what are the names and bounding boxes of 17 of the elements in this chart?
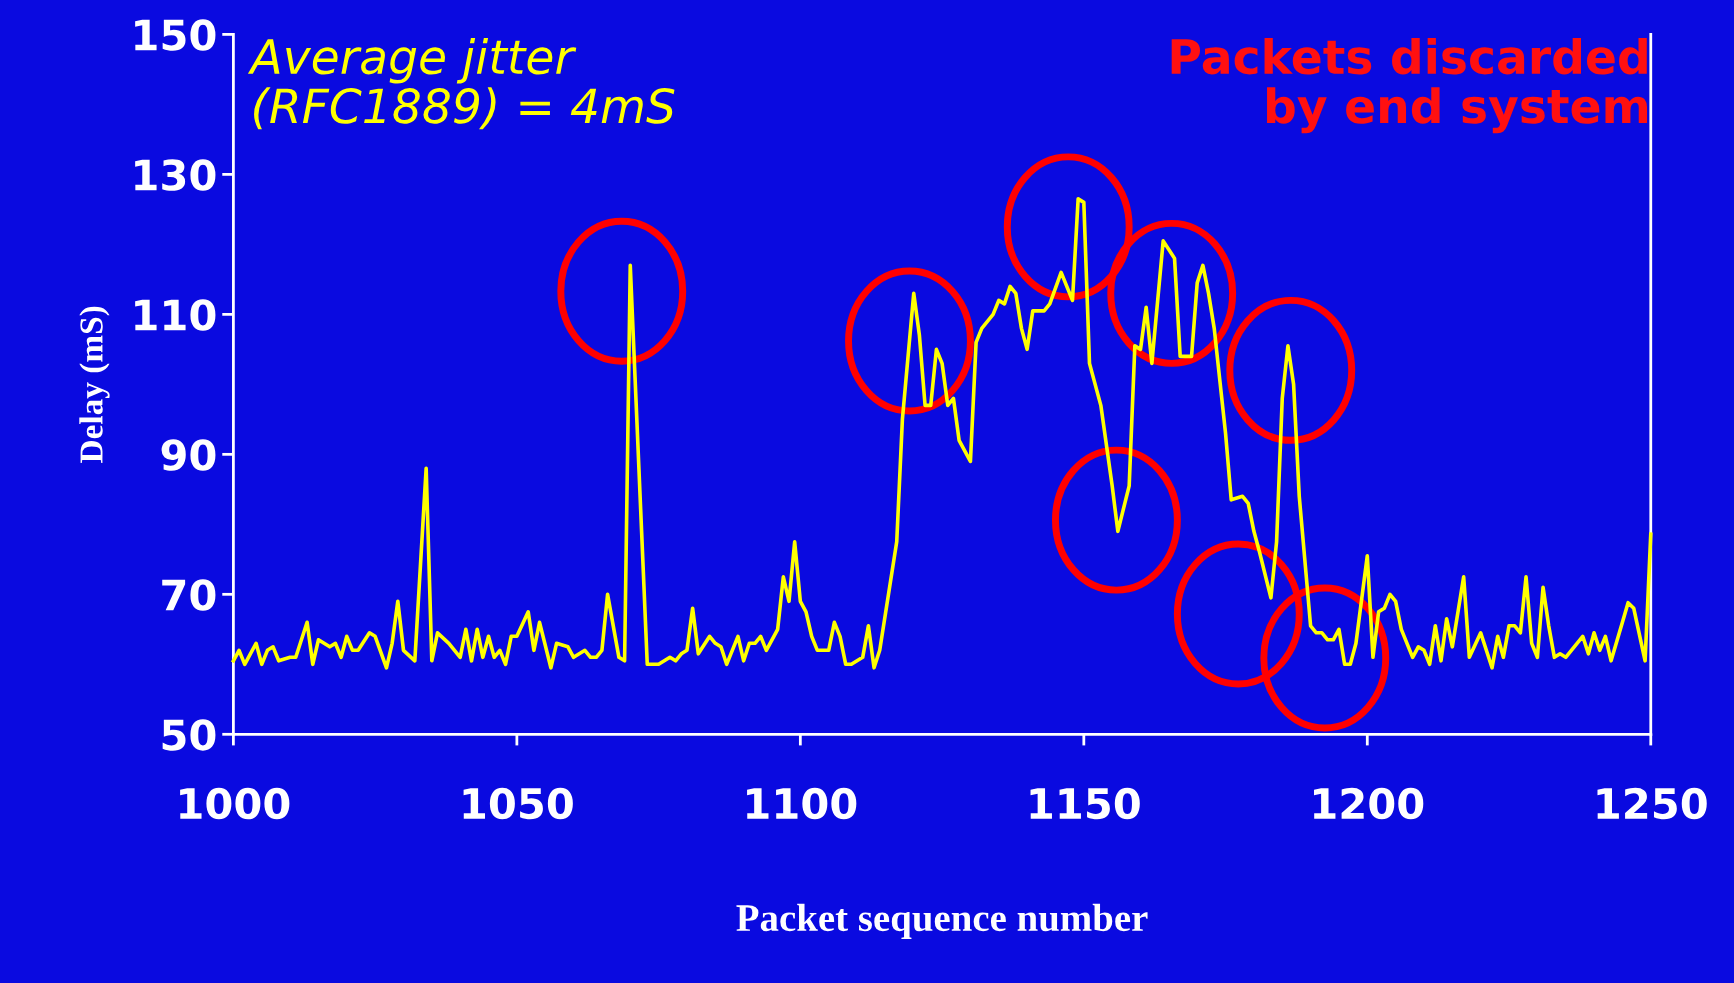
x-tick-label: 1150 [1030, 787, 1140, 820]
line-series [231, 197, 1653, 670]
y-tick-label: 90 [161, 439, 216, 471]
y-axis-title: Delay (mS) [79, 306, 110, 463]
y-tick-label: 110 [135, 299, 216, 331]
x-tick-label: 1000 [180, 787, 290, 820]
y-tick-label: 130 [135, 159, 216, 191]
annotation: Packets discarded by end system [1171, 37, 1648, 134]
x-tick-label: 1100 [747, 787, 857, 820]
x-tick-label: 1050 [463, 787, 573, 820]
annotation: Average jitter (RFC1889) = 4mS [247, 37, 675, 130]
x-tick-label: 1250 [1597, 787, 1707, 820]
y-tick-label: 50 [162, 719, 216, 751]
y-tick-label: 150 [135, 19, 216, 51]
y-tick-label: 70 [162, 579, 216, 611]
x-tick-label: 1200 [1314, 787, 1424, 820]
x-axis-title: Packet sequence number [736, 903, 1148, 940]
